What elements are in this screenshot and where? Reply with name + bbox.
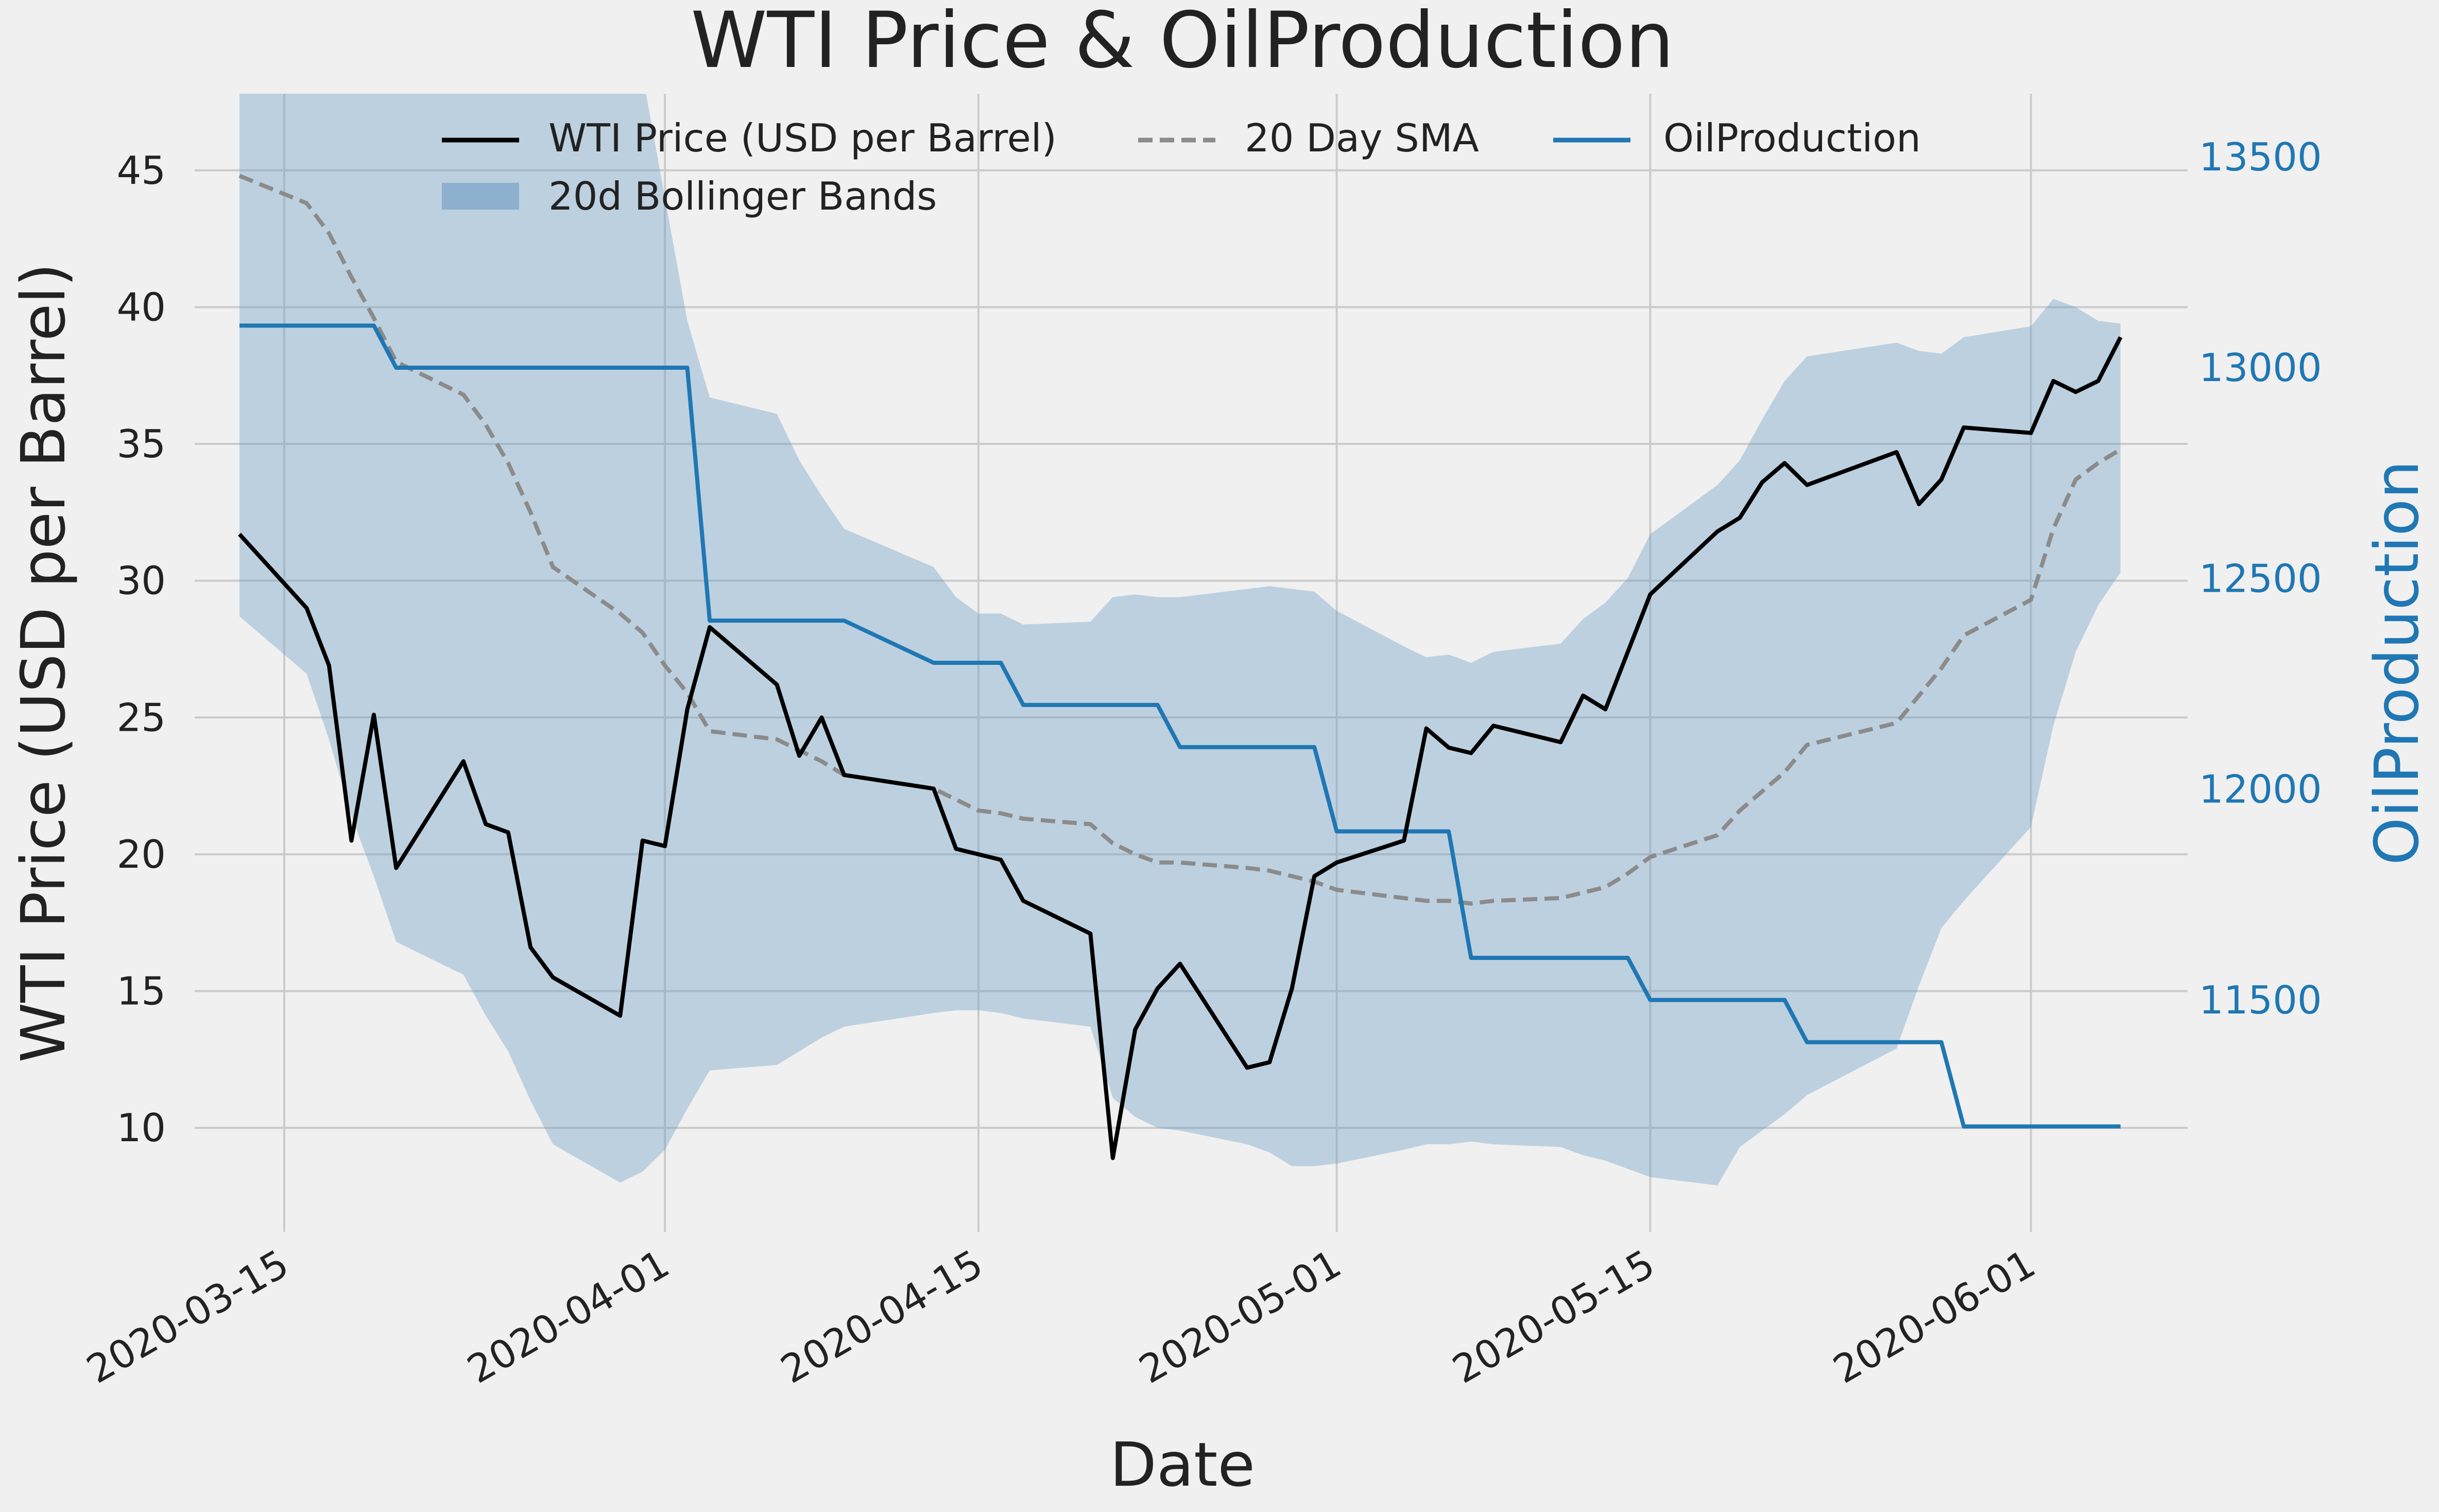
chart-title: WTI Price & OilProduction — [691, 0, 1674, 85]
y-tick-label: 35 — [117, 421, 166, 467]
y2-tick-label: 12500 — [2199, 556, 2322, 601]
sma-line — [238, 174, 2122, 906]
y-tick-label: 30 — [117, 558, 166, 604]
y2-tick-label: 11500 — [2199, 977, 2322, 1023]
y-tick-label: 10 — [117, 1105, 166, 1150]
y-tick-label: 20 — [117, 832, 166, 877]
y2-tick-label: 13500 — [2199, 134, 2322, 180]
y-tick-label: 25 — [117, 695, 166, 740]
wti-price-line — [238, 336, 2123, 1160]
y-tick-label: 15 — [117, 969, 166, 1014]
legend-bands-label: 20d Bollinger Bands — [548, 174, 937, 219]
legend-sma-label: 20 Day SMA — [1245, 115, 1479, 161]
y-tick-label: 45 — [117, 148, 166, 193]
bollinger-band — [239, 94, 2121, 1185]
legend-production-label: OilProduction — [1663, 115, 1921, 161]
legend-bands-swatch — [442, 183, 519, 210]
series-layer — [238, 94, 2123, 1185]
legend: WTI Price (USD per Barrel) 20 Day SMA Oi… — [442, 115, 1921, 219]
y-axis-label: WTI Price (USD per Barrel) — [8, 263, 79, 1063]
y2-axis-label: OilProduction — [2361, 460, 2432, 865]
y-tick-label: 40 — [117, 284, 166, 330]
oil-production-line — [239, 323, 2121, 1129]
y2-tick-label: 12000 — [2199, 767, 2322, 812]
x-axis-label: Date — [1110, 1429, 1255, 1500]
legend-price-label: WTI Price (USD per Barrel) — [548, 115, 1057, 161]
y2-tick-label: 13000 — [2199, 345, 2322, 390]
